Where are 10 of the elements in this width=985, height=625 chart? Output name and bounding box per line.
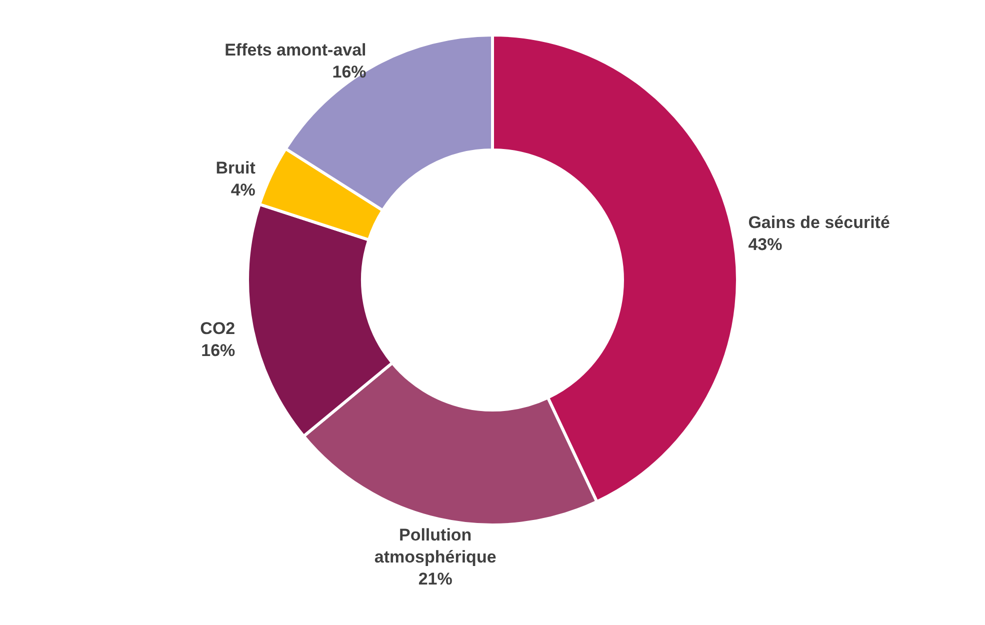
slice-label: Bruit (216, 158, 256, 178)
data-label: 4% (230, 180, 256, 200)
data-label: 16% (332, 62, 366, 82)
data-label: 43% (748, 234, 782, 254)
slice-label: Gains de sécurité (748, 212, 890, 232)
slice-label: Pollution atmosphérique (374, 526, 496, 567)
slice-label: Effets amont-aval (224, 40, 366, 60)
data-label: 16% (201, 341, 236, 360)
data-label: 21% (418, 570, 452, 589)
slice-label: CO2 (200, 319, 236, 338)
